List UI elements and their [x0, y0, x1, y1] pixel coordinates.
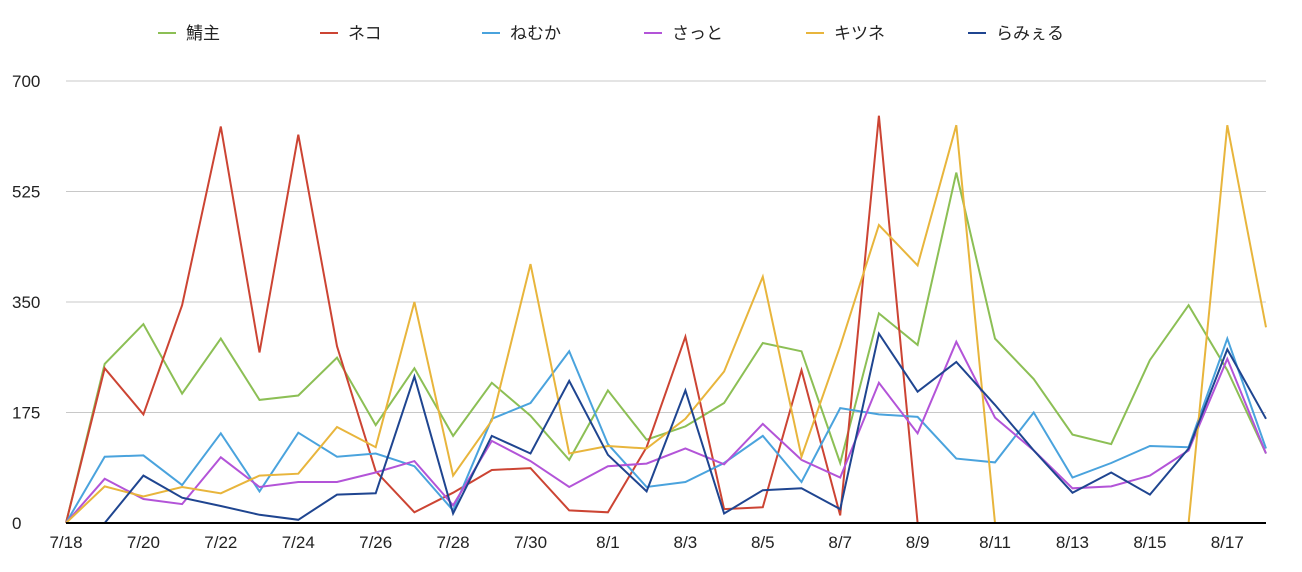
y-tick-label: 0 [12, 514, 21, 533]
x-tick-label: 7/26 [359, 533, 392, 552]
legend-label: キツネ [834, 24, 885, 43]
series-line-3 [65, 335, 1267, 524]
x-tick-label: 8/5 [751, 533, 775, 552]
legend-label: ネコ [348, 24, 382, 43]
legend-label: らみぇる [996, 24, 1064, 43]
series-lines [65, 115, 1267, 524]
legend-label: さっと [672, 24, 723, 43]
series-segment [66, 331, 1267, 524]
x-tick-label: 8/7 [828, 533, 852, 552]
series-line-5 [65, 124, 1267, 524]
x-tick-label: 8/3 [674, 533, 698, 552]
x-tick-label: 7/22 [204, 533, 237, 552]
y-tick-label: 700 [12, 72, 40, 91]
x-tick-label: 8/9 [906, 533, 930, 552]
x-tick-label: 7/28 [437, 533, 470, 552]
y-tick-label: 175 [12, 404, 40, 423]
series-line-2 [65, 115, 919, 524]
x-tick-label: 7/24 [282, 533, 315, 552]
y-tick-label: 350 [12, 293, 40, 312]
series-line-6 [66, 331, 1267, 524]
axes: 0 175 350 525 700 7/18 7/20 7/22 7/24 7/26 7/28 7/3… [12, 72, 1266, 552]
legend-label: 鯖主 [186, 24, 220, 43]
y-tick-label: 525 [12, 183, 40, 202]
series-segment [65, 124, 1267, 524]
series-segment [65, 339, 1267, 524]
x-tick-label: 7/20 [127, 533, 160, 552]
gridlines [66, 80, 1266, 413]
x-tick-label: 8/11 [979, 533, 1011, 552]
x-tick-label: 8/13 [1056, 533, 1089, 552]
series-segment [65, 115, 919, 524]
x-tick-label: 8/17 [1211, 533, 1244, 552]
series-segment [65, 335, 1267, 524]
x-tick-label: 8/1 [596, 533, 620, 552]
series-line-4 [65, 339, 1267, 524]
legend: 鯖主 ネコ ねむか さっと キツネ らみぇる [158, 24, 1064, 43]
x-tick-label: 8/15 [1133, 533, 1166, 552]
x-tick-label: 7/18 [49, 533, 82, 552]
x-tick-label: 7/30 [514, 533, 547, 552]
legend-label: ねむか [510, 24, 561, 43]
